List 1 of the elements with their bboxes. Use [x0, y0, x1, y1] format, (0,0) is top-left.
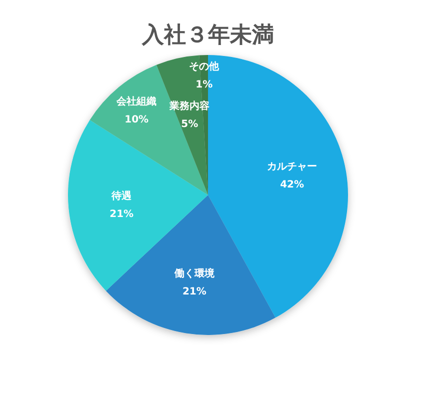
title: 入社３年未満	[142, 23, 274, 48]
